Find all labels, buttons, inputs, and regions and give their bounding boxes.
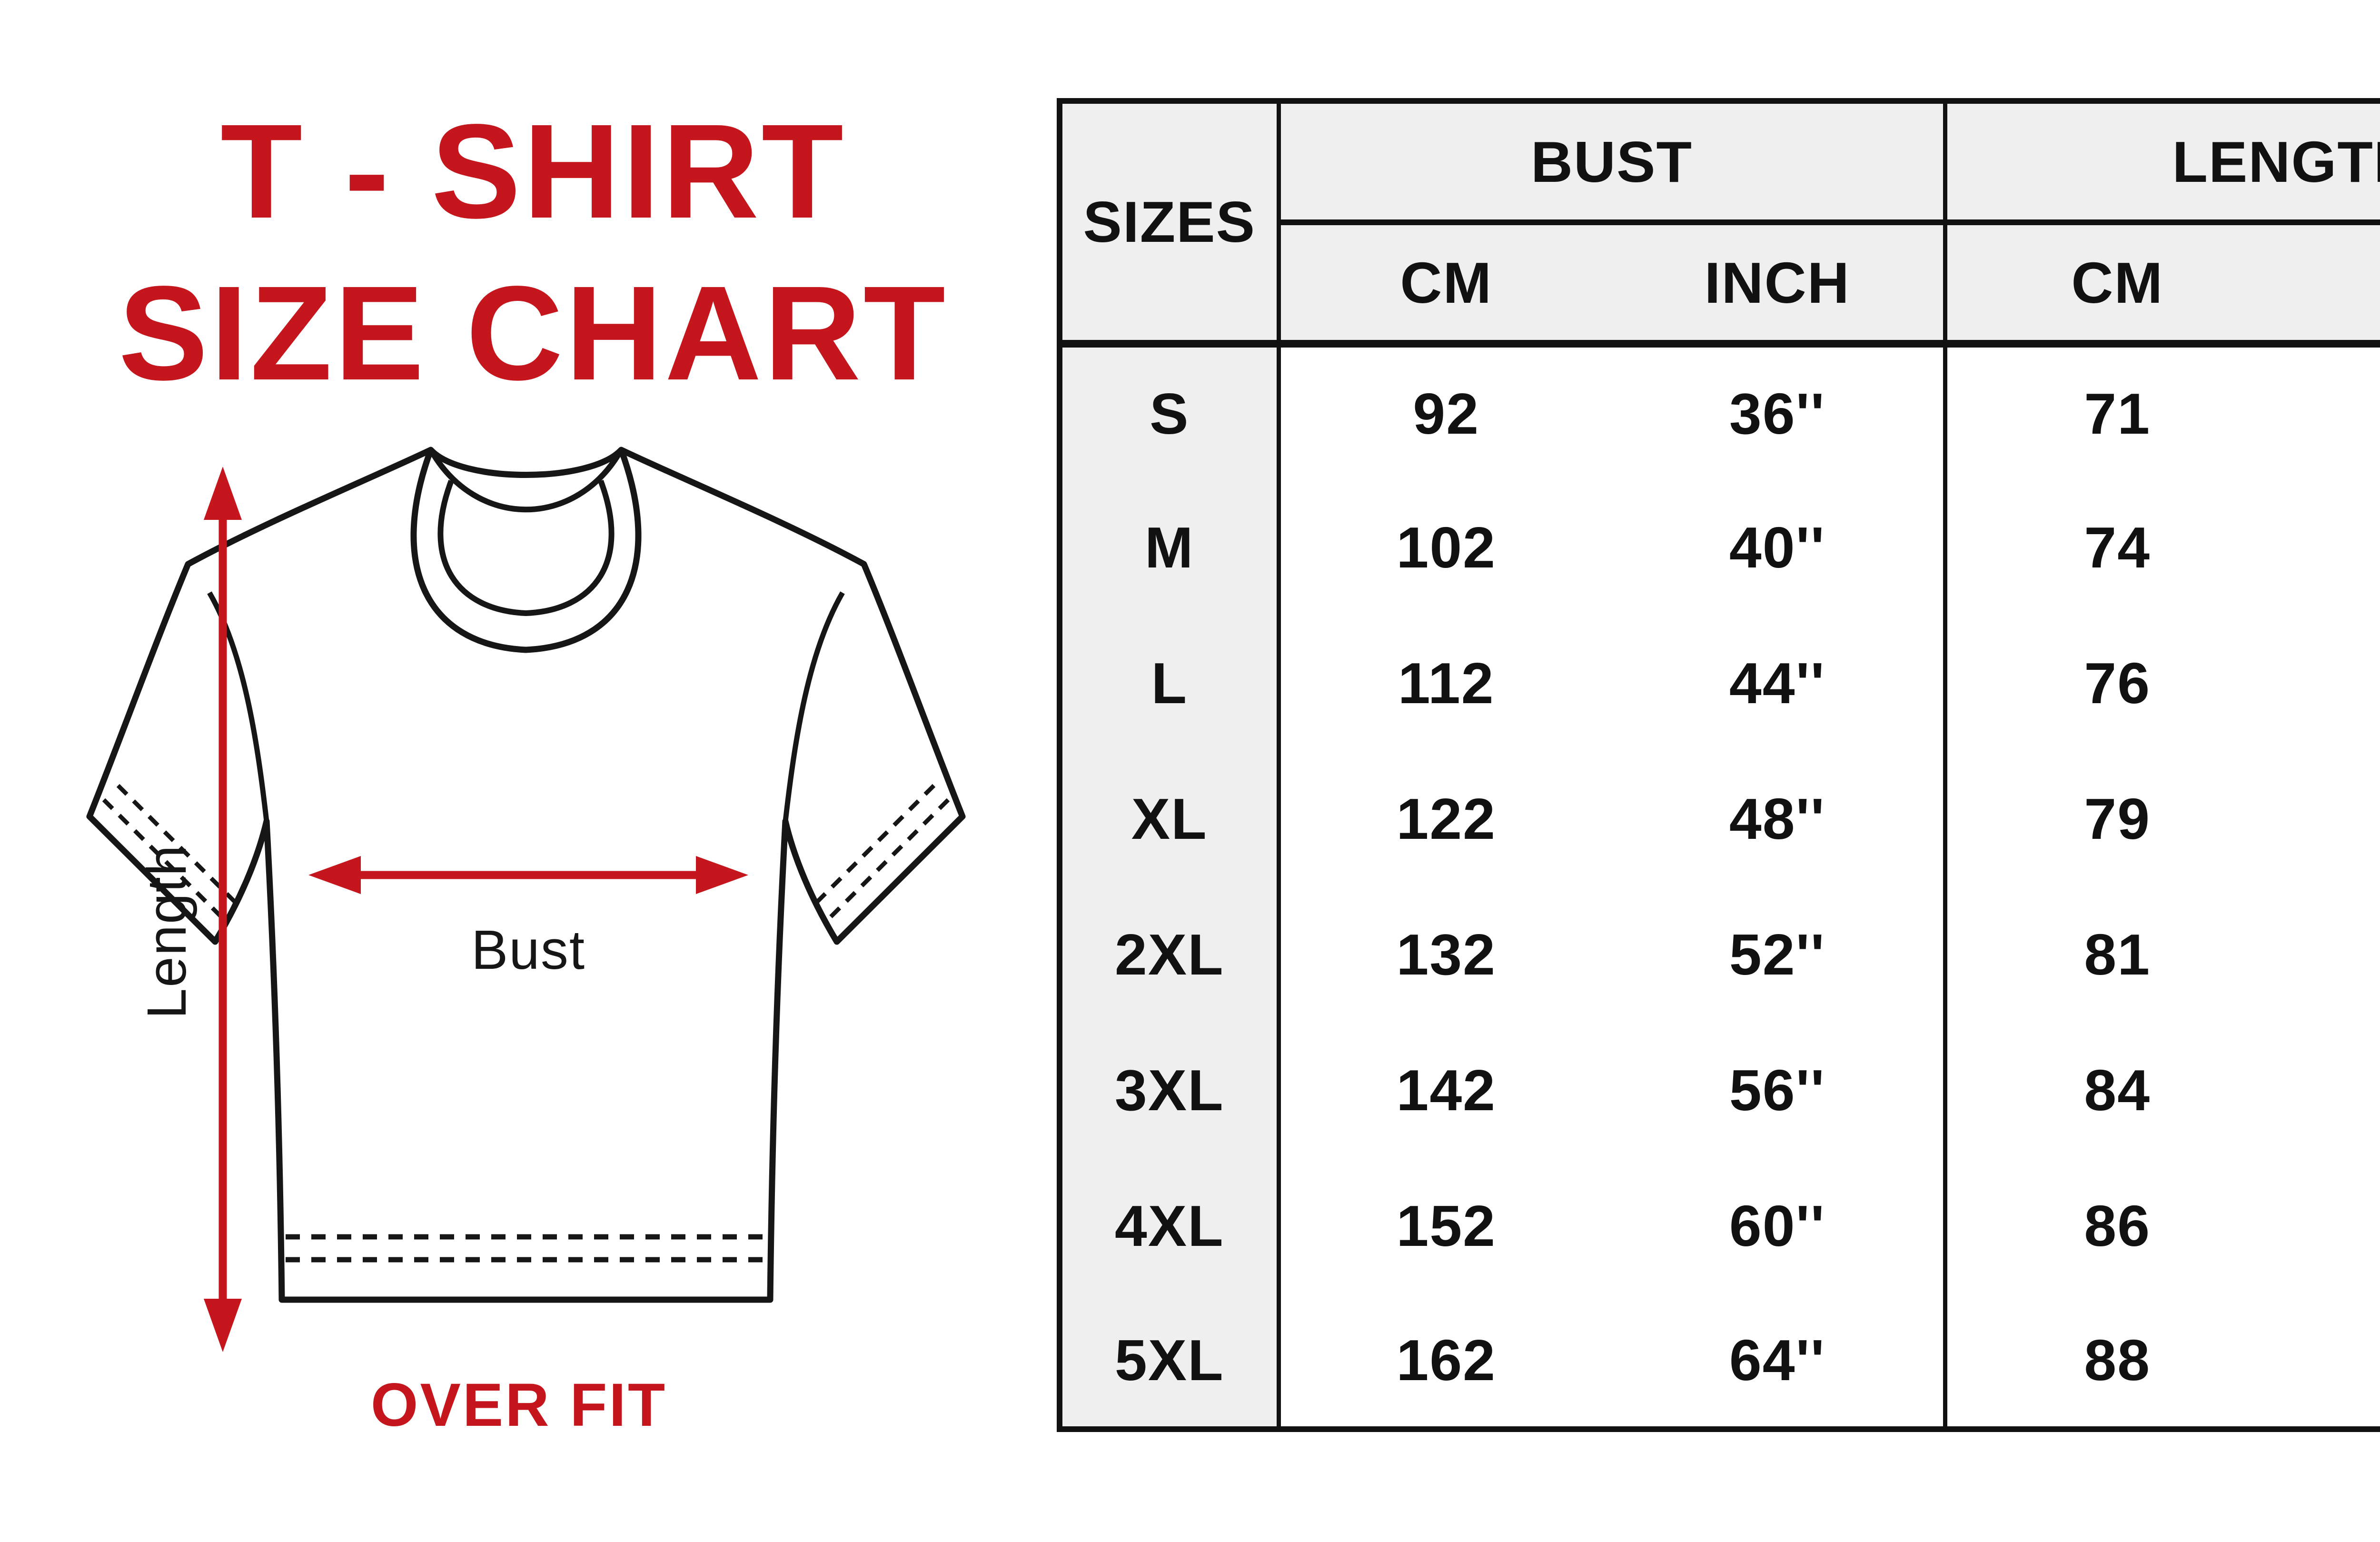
cell-size: 2XL bbox=[1060, 886, 1281, 1022]
header-bust-cm: CM bbox=[1279, 222, 1612, 348]
table-row: 2XL 132 52'' 81 32'' bbox=[1060, 886, 2380, 1022]
cell-length-inch: 29'' bbox=[2288, 479, 2380, 615]
length-label: Length bbox=[136, 844, 198, 1019]
table-row: S 92 36'' 71 28'' bbox=[1060, 344, 2380, 479]
cell-length-inch: 33'' bbox=[2288, 1022, 2380, 1158]
cell-bust-inch: 52'' bbox=[1612, 886, 1947, 1022]
length-arrow bbox=[204, 467, 242, 1352]
header-length-inch: INCH bbox=[2288, 222, 2380, 348]
cell-length-cm: 81 bbox=[2084, 922, 2151, 987]
cell-bust-cm: 132 bbox=[1396, 922, 1497, 987]
cell-size: 5XL bbox=[1060, 1293, 1281, 1429]
cell-bust-inch: 64'' bbox=[1612, 1293, 1947, 1429]
cell-length-cm: 74 bbox=[2084, 515, 2151, 580]
cell-length-cm: 79 bbox=[2084, 786, 2151, 851]
collar-inner-line bbox=[437, 479, 615, 617]
cell-bust-inch: 40'' bbox=[1612, 479, 1947, 615]
table-row: M 102 40'' 74 29'' bbox=[1060, 479, 2380, 615]
cell-length-inch: 28'' bbox=[2288, 344, 2380, 479]
table-row: XL 122 48'' 79 31'' bbox=[1060, 751, 2380, 886]
size-table: SIZES BUST LENGTH CM INCH CM INCH S 92 3… bbox=[1057, 98, 2380, 1432]
cell-bust-cm: 122 bbox=[1396, 786, 1497, 851]
cell-bust-inch: 36'' bbox=[1612, 344, 1947, 479]
cell-length-inch: 34'' bbox=[2288, 1158, 2380, 1293]
bottom-hem-stitch bbox=[286, 1234, 767, 1263]
cell-length-cm: 88 bbox=[2084, 1327, 2151, 1393]
collar-outer-line bbox=[410, 448, 642, 653]
sleeve-stitch-left bbox=[102, 784, 240, 922]
page-title: T - SHIRT SIZE CHART bbox=[67, 90, 1000, 414]
bust-arrow bbox=[308, 856, 748, 894]
header-bust: BUST bbox=[1279, 101, 1947, 225]
cell-bust-cm: 162 bbox=[1396, 1327, 1497, 1393]
collar-band-line bbox=[428, 448, 624, 513]
tshirt-diagram bbox=[86, 447, 966, 1352]
cell-length-cm: 86 bbox=[2084, 1193, 2151, 1258]
header-bust-inch: INCH bbox=[1612, 222, 1947, 348]
cell-bust-inch: 56'' bbox=[1612, 1022, 1947, 1158]
cell-size: 4XL bbox=[1060, 1158, 1281, 1293]
table-row: L 112 44'' 76 30'' bbox=[1060, 615, 2380, 751]
fit-label: OVER FIT bbox=[370, 1371, 667, 1439]
cell-bust-cm: 102 bbox=[1396, 515, 1497, 580]
table-row: 4XL 152 60'' 86 34'' bbox=[1060, 1158, 2380, 1293]
armhole-seam-right bbox=[783, 591, 845, 822]
cell-size: L bbox=[1060, 615, 1281, 751]
cell-size: S bbox=[1060, 344, 1281, 479]
cell-length-inch: 31'' bbox=[2288, 751, 2380, 886]
cell-length-cm: 71 bbox=[2084, 381, 2151, 446]
cell-size: M bbox=[1060, 479, 1281, 615]
table-row: 5XL 162 64'' 88 35'' bbox=[1060, 1293, 2380, 1429]
header-length-cm: CM bbox=[1945, 222, 2288, 348]
header-length: LENGTH bbox=[1945, 101, 2380, 225]
cell-bust-cm: 112 bbox=[1398, 650, 1495, 716]
cell-bust-inch: 48'' bbox=[1612, 751, 1947, 886]
header-sizes: SIZES bbox=[1060, 101, 1281, 348]
cell-size: XL bbox=[1060, 751, 1281, 886]
page-title-line2: SIZE CHART bbox=[119, 258, 948, 408]
cell-length-cm: 76 bbox=[2084, 650, 2151, 716]
cell-size: 3XL bbox=[1060, 1022, 1281, 1158]
sleeve-stitch-right bbox=[812, 784, 950, 922]
bust-label: Bust bbox=[471, 919, 586, 981]
cell-length-inch: 32'' bbox=[2288, 886, 2380, 1022]
cell-bust-cm: 92 bbox=[1413, 381, 1480, 446]
table-row: 3XL 142 56'' 84 33'' bbox=[1060, 1022, 2380, 1158]
cell-length-inch: 35'' bbox=[2288, 1293, 2380, 1429]
cell-bust-inch: 60'' bbox=[1612, 1158, 1947, 1293]
cell-bust-inch: 44'' bbox=[1612, 615, 1947, 751]
cell-bust-cm: 152 bbox=[1396, 1193, 1497, 1258]
cell-length-inch: 30'' bbox=[2288, 615, 2380, 751]
page-title-line1: T - SHIRT bbox=[220, 96, 846, 246]
cell-length-cm: 84 bbox=[2084, 1057, 2151, 1123]
cell-bust-cm: 142 bbox=[1396, 1057, 1497, 1123]
